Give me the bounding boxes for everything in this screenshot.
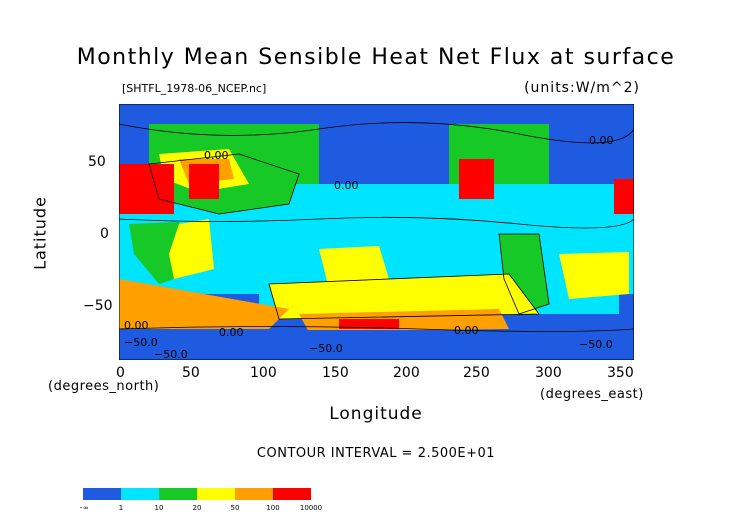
region-australia-yellow <box>319 246 389 289</box>
contour-label: 0.00 <box>204 149 229 162</box>
x-axis-title: Longitude <box>329 404 423 424</box>
contour-line <box>498 233 550 315</box>
legend-swatch <box>83 488 121 500</box>
legend-label: 50 <box>231 504 240 512</box>
legend-swatch <box>121 488 159 500</box>
region-africa-yellow <box>169 219 214 279</box>
region-east-red <box>614 179 634 214</box>
legend-swatch <box>197 488 235 500</box>
legend-label: −∞ <box>80 504 89 512</box>
units-label: (units:W/m^2) <box>524 80 640 96</box>
x-tick-label: 50 <box>182 365 200 381</box>
x-tick-label: 250 <box>463 365 490 381</box>
region-south-orange-west <box>119 279 289 329</box>
region-europe-red <box>119 164 174 214</box>
contour-lines <box>119 122 634 332</box>
y-axis-title: Latitude <box>30 196 50 270</box>
contour-interval-label: CONTOUR INTERVAL = 2.500E+01 <box>256 446 496 461</box>
contour-label: −50.0 <box>124 336 158 349</box>
contour-label: −50.0 <box>309 342 343 355</box>
contour-label: 0.00 <box>334 179 359 192</box>
contour-line <box>119 326 634 332</box>
contour-label: −50.0 <box>154 348 188 360</box>
legend-label: 10 <box>155 504 164 512</box>
x-tick-label: 300 <box>535 365 562 381</box>
file-name-label: [SHTFL_1978-06_NCEP.nc] <box>122 82 267 95</box>
contour-label: −50.0 <box>579 338 613 351</box>
y-tick-label: 0 <box>100 226 109 242</box>
x-tick-label: 200 <box>393 365 420 381</box>
x-tick-label: 0 <box>116 365 125 381</box>
legend-label: 20 <box>193 504 202 512</box>
legend-swatch <box>273 488 311 500</box>
contour-label: 0.00 <box>589 134 614 147</box>
region-antarctic-red <box>339 319 399 329</box>
color-legend: −∞ 1 10 20 50 100 10000 <box>80 488 322 512</box>
x-tick-label: 100 <box>250 365 277 381</box>
region-southern-yellow <box>269 274 539 319</box>
x-tick-label: 150 <box>322 365 349 381</box>
legend-swatch <box>235 488 273 500</box>
legend-label: 10000 <box>300 504 322 512</box>
y-tick-label: −50 <box>83 298 113 314</box>
contour-label: 0.00 <box>454 324 479 337</box>
contour-label: 0.00 <box>124 319 149 332</box>
x-tick-label: 350 <box>607 365 634 381</box>
chart-title: Monthly Mean Sensible Heat Net Flux at s… <box>76 45 676 70</box>
contour-line <box>119 216 634 229</box>
y-tick-label: 50 <box>88 154 106 170</box>
y-axis-units: (degrees_north) <box>48 379 160 394</box>
region-polar-south <box>119 330 634 360</box>
legend-swatch <box>159 488 197 500</box>
contour-label: 0.00 <box>219 326 244 339</box>
region-polar-north <box>119 104 634 122</box>
legend-label: 100 <box>266 504 279 512</box>
region-atlantic-yellow <box>559 252 629 299</box>
contour-line <box>148 153 300 215</box>
heat-flux-map: 0.00 0.00 0.00 0.00 0.00 0.00 −50.0 −50.… <box>119 104 634 360</box>
x-axis-units: (degrees_east) <box>540 387 644 402</box>
contour-line <box>119 122 634 144</box>
contour-line <box>268 273 540 320</box>
region-mideast-red <box>189 164 219 199</box>
legend-label: 1 <box>119 504 123 512</box>
region-north-america-red <box>459 159 494 199</box>
